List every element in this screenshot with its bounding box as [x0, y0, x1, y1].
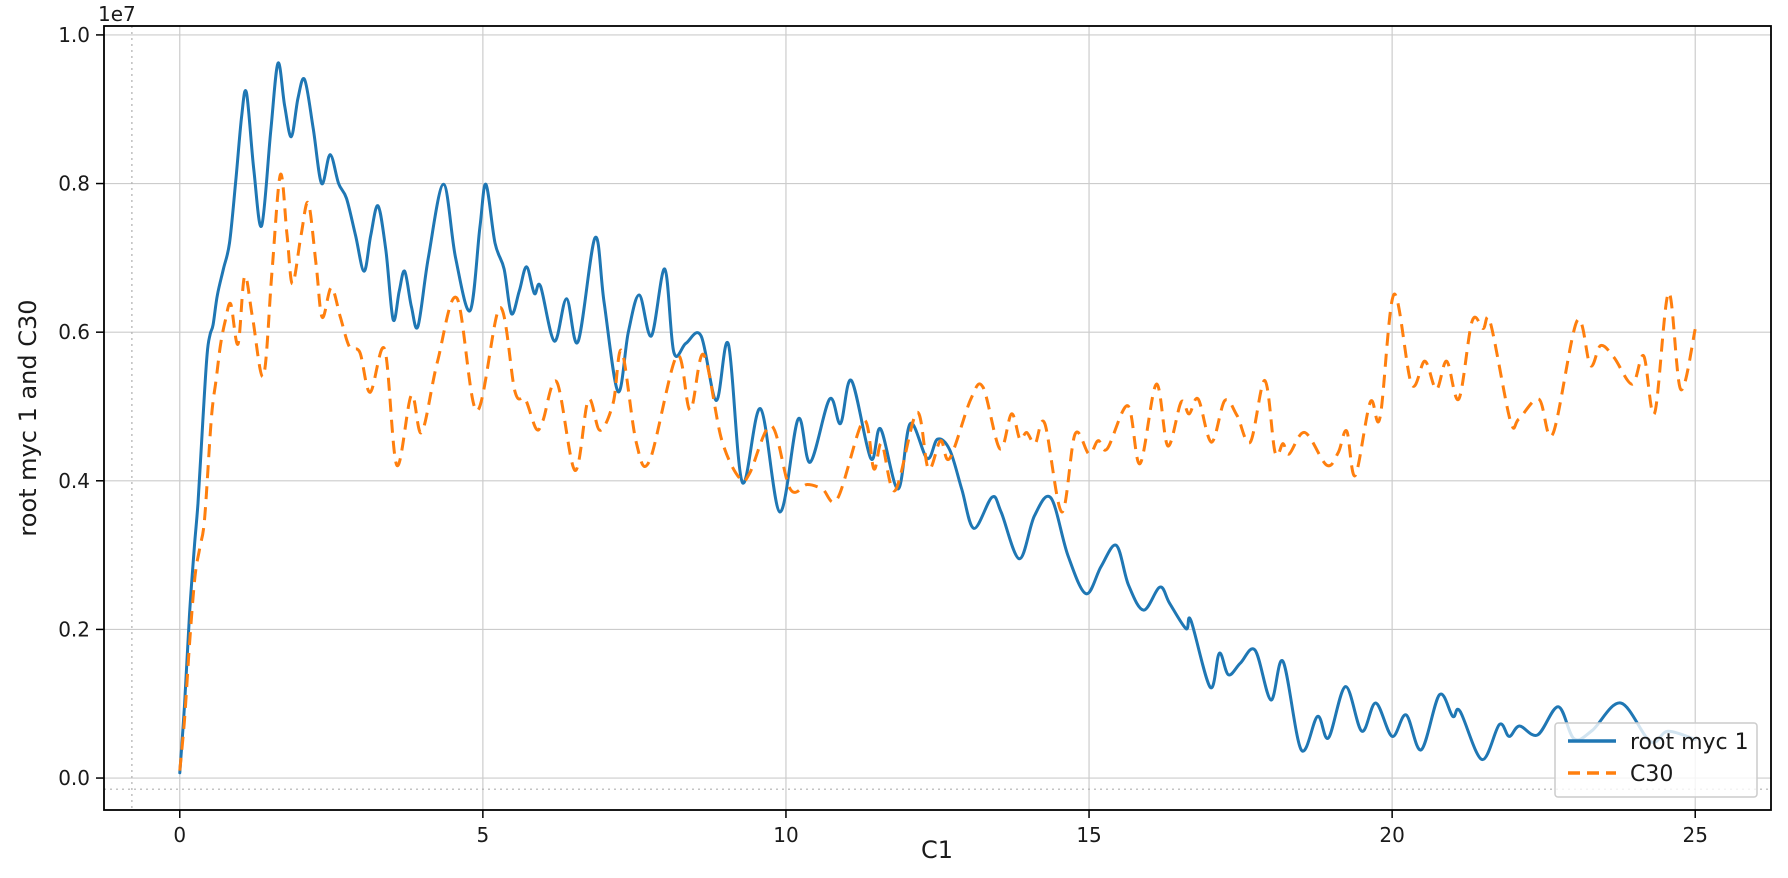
y-axis-label: root myc 1 and C30: [14, 299, 42, 537]
x-tick-label: 5: [476, 823, 489, 847]
y-tick-label: 0.0: [58, 766, 90, 790]
x-tick-label: 15: [1076, 823, 1101, 847]
x-axis-label: C1: [920, 836, 954, 864]
y-tick-label: 0.2: [58, 617, 90, 641]
legend-label: root myc 1: [1630, 730, 1749, 755]
x-tick-label: 10: [773, 823, 798, 847]
y-axis-offset-text: 1e7: [98, 2, 136, 26]
y-tick-label: 1.0: [58, 23, 90, 47]
legend-label: C30: [1630, 762, 1673, 787]
x-tick-label: 20: [1379, 823, 1404, 847]
series-line-c30: [178, 172, 1697, 771]
axes-spines: [103, 25, 1772, 811]
legend: root myc 1 C30: [1554, 722, 1758, 798]
y-tick-label: 0.4: [58, 469, 90, 493]
series-line-root-myc-1: [178, 61, 1697, 775]
y-tick-label: 0.8: [58, 172, 90, 196]
x-tick-label: 0: [173, 823, 186, 847]
x-tick-label: 25: [1683, 823, 1708, 847]
y-tick-label: 0.6: [58, 320, 90, 344]
